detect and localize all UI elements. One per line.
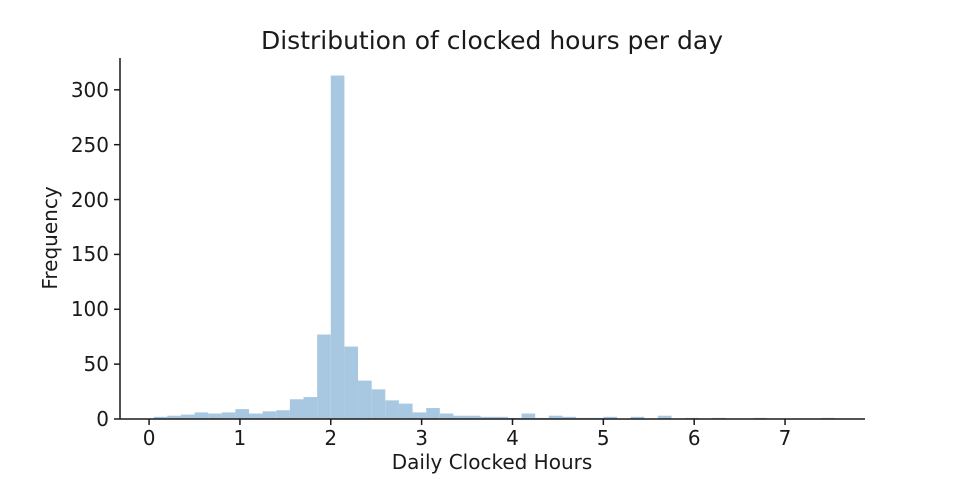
histogram-bar bbox=[194, 412, 209, 419]
histogram-bar bbox=[521, 413, 536, 419]
histogram-bar bbox=[330, 75, 345, 419]
y-tick-label: 200 bbox=[70, 187, 109, 212]
histogram-bar bbox=[412, 412, 427, 419]
histogram-bar bbox=[235, 409, 250, 419]
chart-title: Distribution of clocked hours per day bbox=[260, 26, 724, 55]
histogram-bar bbox=[426, 408, 440, 419]
y-tick-label: 150 bbox=[70, 242, 109, 267]
histogram-bar bbox=[276, 410, 290, 419]
histogram-bar bbox=[317, 334, 331, 419]
histogram-bar bbox=[494, 416, 508, 419]
histogram-bar bbox=[167, 415, 181, 419]
x-tick-label: 3 bbox=[415, 426, 428, 450]
histogram-bar bbox=[480, 416, 495, 419]
histogram-bar bbox=[548, 415, 563, 419]
x-tick-label: 1 bbox=[233, 426, 247, 450]
histogram-bar bbox=[467, 415, 481, 419]
histogram-bar bbox=[562, 416, 577, 419]
x-tick-label: 0 bbox=[142, 426, 156, 450]
histogram-bar bbox=[221, 412, 236, 419]
histogram-bar bbox=[603, 416, 617, 419]
y-tick-label: 0 bbox=[96, 407, 109, 431]
histogram-bar bbox=[208, 413, 222, 419]
y-tick-label: 300 bbox=[70, 77, 109, 102]
x-axis-label: Daily Clocked Hours bbox=[391, 450, 593, 474]
y-tick-label: 250 bbox=[70, 132, 109, 157]
histogram-bar bbox=[180, 414, 195, 419]
histogram-bar bbox=[344, 346, 359, 419]
x-tick-label: 2 bbox=[324, 426, 338, 450]
x-tick-label: 4 bbox=[506, 426, 519, 450]
y-tick-label: 100 bbox=[70, 297, 109, 322]
x-tick-label: 6 bbox=[687, 426, 701, 450]
histogram-bar bbox=[398, 403, 413, 419]
histogram-bar bbox=[289, 399, 304, 419]
histogram-bar bbox=[303, 397, 318, 419]
x-tick-label: 7 bbox=[778, 426, 792, 450]
histogram-bar bbox=[262, 411, 277, 419]
y-tick-label: 50 bbox=[83, 352, 109, 377]
histogram-bar bbox=[439, 413, 454, 419]
x-tick-label: 5 bbox=[596, 426, 610, 450]
histogram-bar bbox=[630, 416, 645, 419]
histogram-bar bbox=[371, 389, 386, 419]
histogram-bar bbox=[385, 400, 399, 419]
histogram-bar bbox=[453, 415, 468, 419]
histogram-bar bbox=[249, 413, 263, 419]
histogram-bar bbox=[358, 380, 372, 419]
histogram-bar bbox=[657, 415, 672, 419]
histogram-bar bbox=[153, 416, 168, 419]
